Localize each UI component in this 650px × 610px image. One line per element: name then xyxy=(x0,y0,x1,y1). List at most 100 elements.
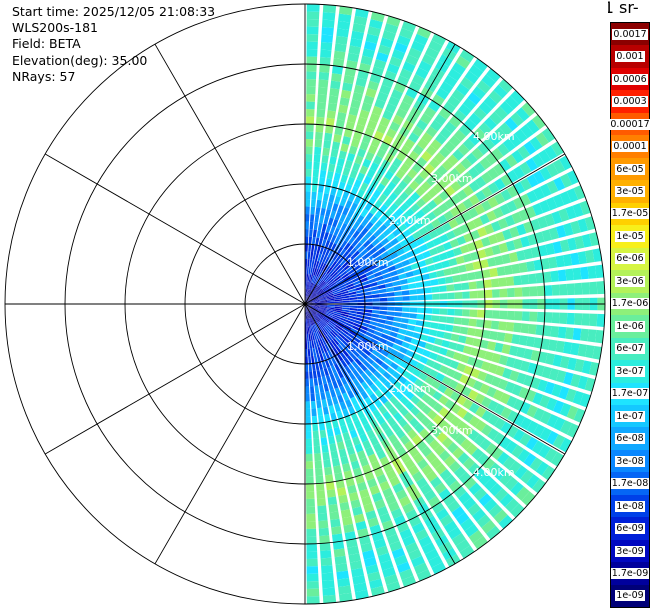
ray-cell xyxy=(305,378,310,387)
ray-cell xyxy=(342,275,351,282)
ray-cell xyxy=(499,392,511,405)
ray-cell xyxy=(305,244,308,252)
ray-cell xyxy=(424,163,435,175)
ray-cell xyxy=(328,95,339,105)
ray-cell xyxy=(309,282,314,291)
ray-cell xyxy=(365,564,379,575)
ray-cell xyxy=(479,259,489,269)
ray-cell xyxy=(323,216,329,225)
ray-cell xyxy=(399,385,409,395)
ray-cell xyxy=(332,262,340,270)
ray-cell xyxy=(344,67,357,77)
ray-cell xyxy=(395,107,408,119)
ray-cell xyxy=(326,428,334,438)
ray-cell xyxy=(357,270,366,277)
ray-cell xyxy=(343,263,352,271)
ray-cell xyxy=(337,20,351,31)
ray-cell xyxy=(349,352,357,361)
ray-cell xyxy=(347,422,356,432)
ray-cell xyxy=(535,272,545,284)
ray-cell xyxy=(371,361,380,370)
ray-cell xyxy=(473,127,487,141)
colorbar-level: 1e-08 xyxy=(611,494,649,518)
ray-cell xyxy=(307,289,310,297)
ray-cell xyxy=(520,417,532,431)
ray-cell xyxy=(336,570,350,580)
ray-cell xyxy=(548,368,560,381)
ray-cell xyxy=(474,176,487,189)
ray-cell xyxy=(338,494,349,504)
ray-cell xyxy=(386,128,397,139)
ray-cell xyxy=(325,351,331,360)
ray-cell xyxy=(309,292,316,299)
ray-cell xyxy=(396,35,411,47)
ray-cell xyxy=(340,509,352,519)
ray-cell xyxy=(342,326,351,333)
ray-cell xyxy=(316,269,321,277)
ray-cell xyxy=(305,438,312,447)
ray-cell xyxy=(391,422,401,433)
ray-cell xyxy=(350,202,358,212)
ray-cell xyxy=(344,531,357,541)
ray-cell xyxy=(428,555,443,568)
ray-cell xyxy=(567,357,578,371)
ray-cell xyxy=(498,514,513,530)
ray-cell xyxy=(438,146,451,158)
ray-cell xyxy=(366,274,376,280)
ray-cell xyxy=(514,465,528,480)
ray-cell xyxy=(420,483,433,495)
ray-cell xyxy=(410,395,421,405)
ray-cell xyxy=(372,409,382,419)
ray-cell xyxy=(457,452,470,465)
ray-cell xyxy=(334,305,343,307)
ray-cell xyxy=(472,86,486,100)
ray-cell xyxy=(318,238,323,247)
ray-cell xyxy=(490,376,502,388)
ray-cell xyxy=(325,313,333,318)
ray-cell xyxy=(339,317,348,322)
ray-cell xyxy=(427,199,438,210)
ray-cell xyxy=(309,291,315,299)
ray-cell xyxy=(466,356,477,367)
ray-cell xyxy=(347,176,356,186)
ray-cell xyxy=(408,80,422,93)
ray-cell xyxy=(360,352,369,360)
ray-cell xyxy=(405,234,416,244)
ray-cell xyxy=(400,284,409,291)
ray-cell xyxy=(333,172,341,182)
ray-cell xyxy=(364,309,373,313)
ray-cell xyxy=(459,273,469,282)
ray-cell xyxy=(469,290,478,299)
ray-cell xyxy=(306,131,314,140)
ray-cell xyxy=(479,438,492,451)
ray-cell xyxy=(383,255,392,263)
azimuth-spoke xyxy=(44,303,306,455)
ray-cell xyxy=(447,442,459,454)
ray-cell xyxy=(362,319,371,324)
ray-cell xyxy=(452,227,463,237)
ray-cell xyxy=(424,222,435,232)
colorbar-level: 0.0001 xyxy=(611,135,649,158)
ray-cell xyxy=(398,375,408,385)
ray-cell xyxy=(334,403,341,413)
ray-cell xyxy=(328,435,336,445)
ray-cell xyxy=(474,203,486,215)
ray-cell xyxy=(321,579,335,589)
ray-cell xyxy=(415,237,426,246)
ray-cell xyxy=(472,380,484,391)
ray-cell xyxy=(363,315,372,321)
ray-cell xyxy=(521,491,536,506)
ray-cell xyxy=(343,128,353,138)
colorbar-tick-label: 3e-05 xyxy=(615,186,645,198)
ray-cell xyxy=(447,526,462,540)
ray-cell xyxy=(333,372,340,381)
ray-cell xyxy=(310,251,314,260)
ray-cell xyxy=(497,143,510,157)
ray-cell xyxy=(425,126,438,138)
ray-cell xyxy=(487,257,497,267)
ray-cell xyxy=(389,202,399,213)
ray-cell xyxy=(326,267,333,275)
ray-cell xyxy=(348,363,356,372)
ray-cell xyxy=(404,156,415,168)
ray-cell xyxy=(388,433,399,445)
